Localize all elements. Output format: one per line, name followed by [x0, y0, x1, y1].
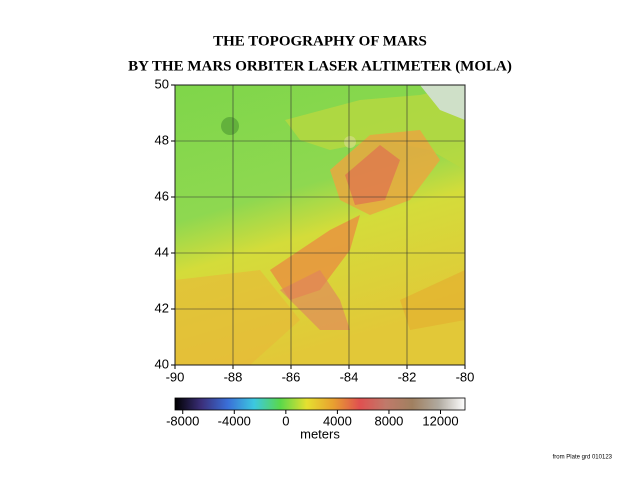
y-tick-label: 44: [155, 244, 169, 259]
topography: [175, 85, 465, 365]
colorbar-tick-label: -8000: [166, 413, 199, 428]
colorbar-tick-label: 4000: [323, 413, 352, 428]
x-tick-label: -90: [166, 369, 185, 384]
credit: from Plate grd 010123: [553, 455, 613, 461]
colorbar: [174, 397, 466, 411]
x-tick-label: -80: [456, 369, 475, 384]
y-tick-label: 46: [155, 188, 169, 203]
colorbar-label: meters: [300, 426, 340, 441]
y-tick-label: 40: [155, 356, 169, 371]
x-tick-label: -86: [282, 369, 301, 384]
title: THE TOPOGRAPHY OF MARS: [213, 33, 427, 49]
colorbar-tick-label: -4000: [218, 413, 251, 428]
y-tick-label: 48: [155, 132, 169, 147]
subtitle: BY THE MARS ORBITER LASER ALTIMETER (MOL…: [128, 58, 512, 74]
x-tick-label: -88: [224, 369, 243, 384]
y-tick-label: 42: [155, 300, 169, 315]
colorbar-tick-label: 12000: [422, 413, 458, 428]
axes: -90 -88 -86 -84 -82 -80 40 42 44 46 48 50 -8000 -4000…: [155, 76, 475, 428]
x-tick-label: -82: [398, 369, 417, 384]
x-tick-label: -84: [340, 369, 359, 384]
colorbar-tick-label: 8000: [374, 413, 403, 428]
colorbar-tick-label: 0: [282, 413, 289, 428]
y-tick-label: 50: [155, 76, 169, 91]
